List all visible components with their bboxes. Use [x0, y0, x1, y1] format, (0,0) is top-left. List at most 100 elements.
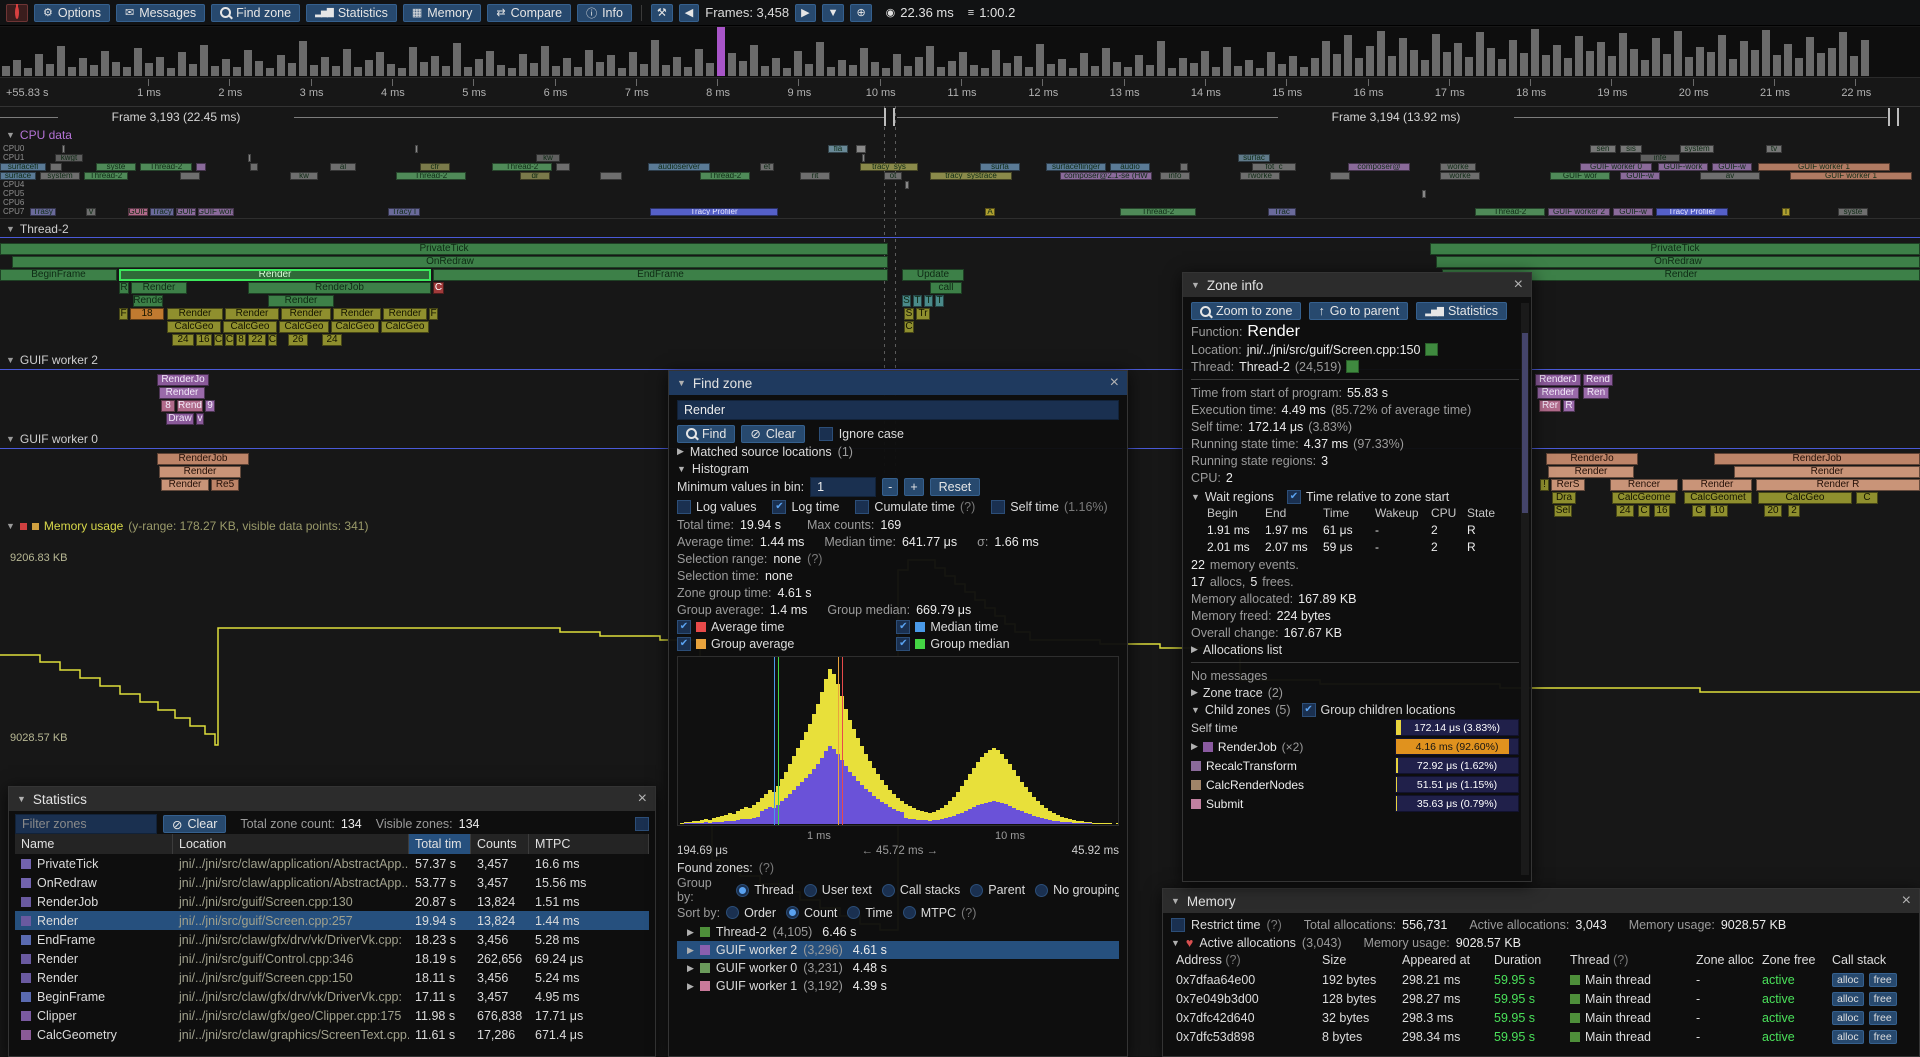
- timeline-zone[interactable]: worke: [1440, 172, 1480, 180]
- timeline-zone[interactable]: 16: [196, 334, 212, 346]
- timeline-zone[interactable]: Ren: [1583, 387, 1609, 399]
- frame-bar[interactable]: [937, 67, 945, 76]
- frame-bar[interactable]: [695, 49, 703, 76]
- filter-input[interactable]: Filter zones: [15, 814, 157, 834]
- toggle-self-time[interactable]: Self time (1.16%): [991, 499, 1108, 514]
- timeline-zone[interactable]: 22: [248, 334, 266, 346]
- stats-row[interactable]: OnRedraw jni/../jni/src/claw/application/…: [15, 873, 649, 892]
- timeline-zone[interactable]: Thread-2: [1475, 208, 1545, 216]
- frame-bar[interactable]: [1553, 45, 1561, 76]
- frame-bar[interactable]: [1421, 60, 1429, 76]
- histogram-header[interactable]: ▼ Histogram: [677, 461, 749, 476]
- frame-bar[interactable]: [1575, 36, 1583, 76]
- timeline-zone[interactable]: [180, 172, 200, 180]
- clear-button[interactable]: ⊘ Clear: [741, 424, 805, 443]
- frame-label[interactable]: Frame 3,193 (22.45 ms): [58, 109, 294, 125]
- frame-bar[interactable]: [332, 66, 340, 76]
- timeline-zone[interactable]: Render: [159, 387, 205, 399]
- frame-bar[interactable]: [343, 49, 351, 76]
- timeline-zone[interactable]: Render: [119, 269, 431, 281]
- timeline-zone[interactable]: Tracy: [150, 208, 174, 216]
- reset-button[interactable]: Reset: [929, 478, 981, 496]
- thread-swatch[interactable]: [1346, 360, 1360, 373]
- frame-bar[interactable]: [1289, 56, 1297, 76]
- frame-bar[interactable]: [1476, 32, 1484, 76]
- timeline-zone[interactable]: audioserver: [648, 163, 710, 171]
- frame-bar[interactable]: [1366, 46, 1374, 76]
- timeline-zone[interactable]: Render R: [1756, 479, 1920, 491]
- frame-bar[interactable]: [200, 45, 208, 76]
- frame-bar[interactable]: [79, 58, 87, 76]
- allocations-list-header[interactable]: ▶ Allocations list: [1191, 642, 1283, 657]
- timeline-zone[interactable]: Render: [383, 308, 427, 320]
- frame-bar[interactable]: [1157, 41, 1165, 76]
- timeline-zone[interactable]: CalcGeo: [381, 321, 429, 333]
- free-button[interactable]: free: [1868, 991, 1897, 1006]
- timeline-zone[interactable]: [248, 154, 251, 162]
- timeline-zone[interactable]: surface: [0, 172, 36, 180]
- timeline-zone[interactable]: composer@2.1-se (HW: [1060, 172, 1152, 180]
- frame-bar[interactable]: [794, 51, 802, 76]
- frame-bar[interactable]: [805, 64, 813, 76]
- frame-label[interactable]: Frame 3,194 (13.92 ms): [1278, 109, 1514, 125]
- frame-bar[interactable]: [442, 66, 450, 76]
- frame-bar[interactable]: [1718, 35, 1726, 76]
- timeline-zone[interactable]: [862, 154, 865, 162]
- legend-average-time[interactable]: Average time: [677, 619, 880, 634]
- frame-bar[interactable]: [1036, 44, 1044, 76]
- timeline-zone[interactable]: Tracy Profiler: [650, 208, 778, 216]
- timeline-zone[interactable]: C: [225, 334, 234, 346]
- timeline-zone[interactable]: R: [119, 282, 129, 294]
- frame-bar[interactable]: [13, 60, 21, 76]
- timeline-zone[interactable]: 24: [322, 334, 342, 346]
- timeline-zone[interactable]: Render: [268, 295, 334, 307]
- stats-header-mtpc[interactable]: MTPC: [529, 834, 649, 854]
- timeline-zone[interactable]: GUIF worker 1: [1790, 172, 1912, 180]
- timeline-zone[interactable]: A: [985, 208, 995, 216]
- section-guif-worker-2[interactable]: ▼ GUIF worker 2: [6, 353, 98, 367]
- prev-frame-button[interactable]: ◀: [678, 3, 700, 22]
- stats-row[interactable]: Render jni/../jni/src/guif/Screen.cpp:257…: [15, 911, 649, 930]
- collapse-icon[interactable]: ▼: [1191, 280, 1200, 290]
- timeline-zone[interactable]: GUIF: [176, 208, 196, 216]
- timeline-zone[interactable]: RenderJob: [1714, 453, 1920, 465]
- frame-bar[interactable]: [189, 64, 197, 76]
- sort-by-count[interactable]: Count: [786, 906, 837, 920]
- frame-bar[interactable]: [1828, 48, 1836, 76]
- timeline-zone[interactable]: Update: [902, 269, 964, 281]
- timeline-zone[interactable]: RenderJob: [248, 282, 431, 294]
- find-button[interactable]: Find: [677, 424, 736, 443]
- timeline-zone[interactable]: Render: [159, 466, 241, 478]
- timeline-zone[interactable]: Thread-2: [492, 163, 552, 171]
- timeline-zone[interactable]: GUIF worker 2: [1548, 208, 1610, 216]
- frame-bar[interactable]: [1135, 55, 1143, 76]
- frame-bar[interactable]: [464, 67, 472, 76]
- frame-bar[interactable]: [706, 63, 714, 76]
- frame-bar[interactable]: [1212, 67, 1220, 76]
- frame-bar[interactable]: [46, 64, 54, 76]
- alloc-button[interactable]: alloc: [1832, 1029, 1864, 1044]
- timeline-zone[interactable]: Tr: [916, 308, 930, 320]
- timeline-zone[interactable]: RenderJo: [157, 374, 209, 386]
- frame-bar[interactable]: [475, 59, 483, 76]
- group-by-call-stacks[interactable]: Call stacks: [881, 883, 960, 897]
- go-to-parent-button[interactable]: ↑ Go to parent: [1309, 302, 1409, 320]
- timeline-zone[interactable]: Re5: [211, 479, 239, 491]
- timeline-zone[interactable]: CalcGeo: [167, 321, 221, 333]
- frame-bar[interactable]: [1091, 66, 1099, 76]
- find-zone-button[interactable]: Find zone: [211, 3, 301, 22]
- frame-bar[interactable]: [1146, 65, 1154, 76]
- stats-row[interactable]: Render jni/../jni/src/guif/Control.cpp:34…: [15, 949, 649, 968]
- timeline-zone[interactable]: syste: [1838, 208, 1868, 216]
- timeline-zone[interactable]: Tracy Profiler: [1656, 208, 1728, 216]
- timeline-zone[interactable]: CalcGeo: [279, 321, 329, 333]
- stats-header-location[interactable]: Location: [173, 834, 409, 854]
- section-guif-worker-0[interactable]: ▼ GUIF worker 0: [6, 432, 98, 446]
- memory-header-thread[interactable]: Thread (?): [1570, 953, 1629, 967]
- frame-bar[interactable]: [574, 67, 582, 76]
- timeline-zone[interactable]: CalcGeo: [223, 321, 277, 333]
- timeline-zone[interactable]: CalcGeome: [1612, 492, 1676, 504]
- timeline-zone[interactable]: C: [904, 321, 914, 333]
- frame-bar[interactable]: [673, 57, 681, 76]
- frame-bar[interactable]: [431, 56, 439, 76]
